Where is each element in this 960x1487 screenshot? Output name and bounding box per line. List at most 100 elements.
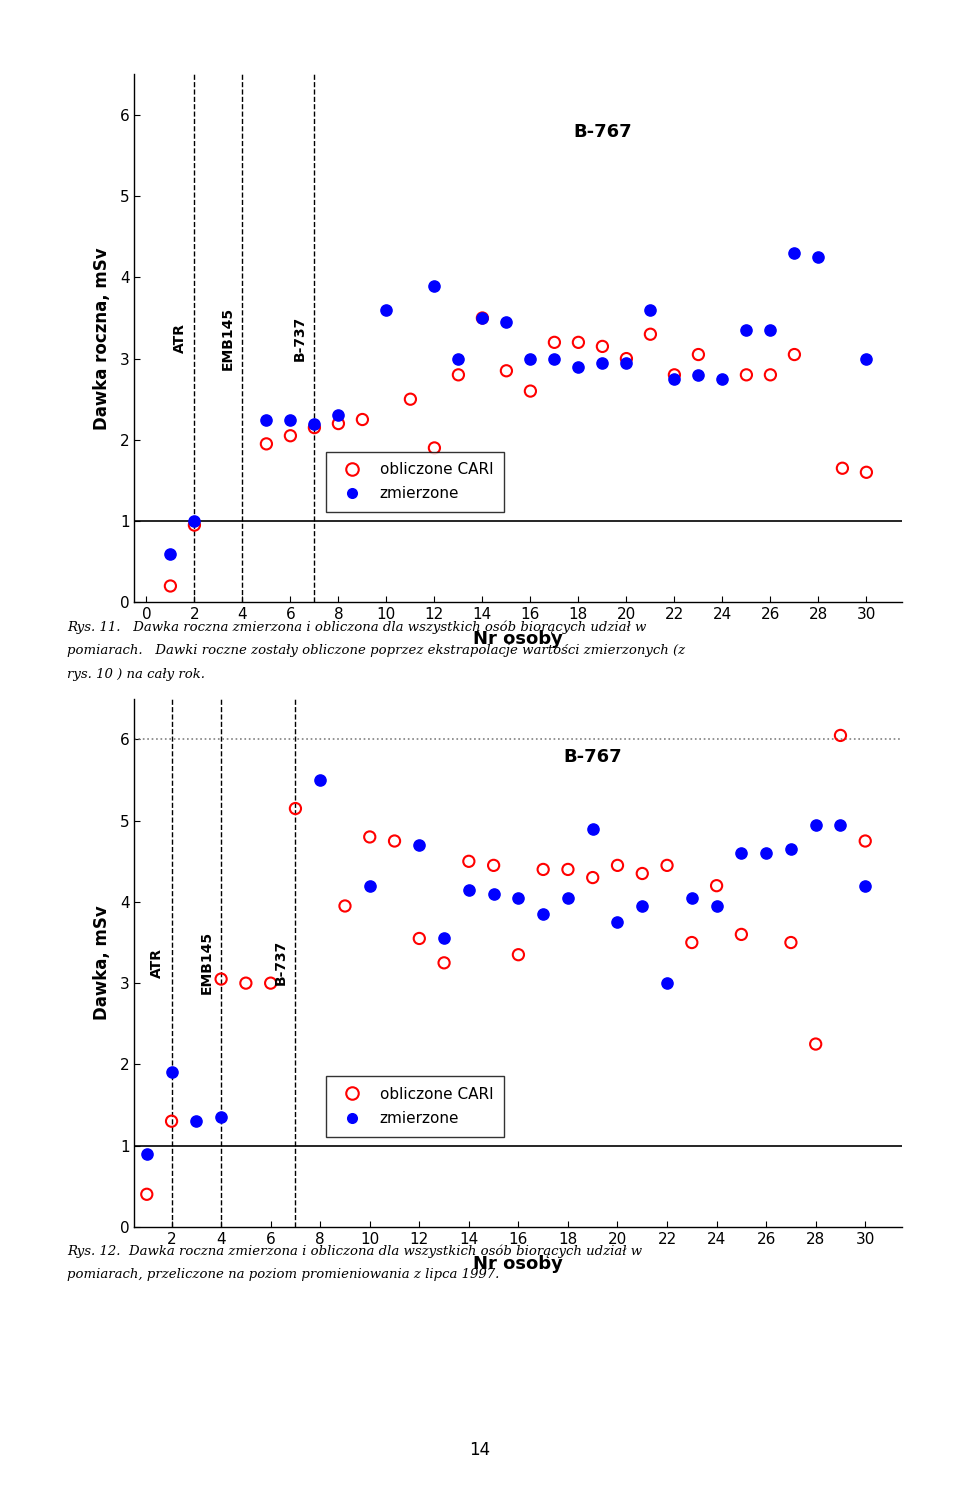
Point — [570, 355, 586, 379]
Point — [808, 813, 824, 837]
Point — [832, 813, 848, 837]
Point — [595, 351, 611, 375]
Point — [643, 297, 659, 321]
Point — [451, 346, 467, 370]
Point — [437, 952, 452, 975]
Point — [585, 816, 600, 840]
Point — [330, 412, 347, 436]
Point — [733, 922, 749, 946]
Point — [739, 318, 755, 342]
Text: 14: 14 — [469, 1441, 491, 1459]
Point — [635, 894, 650, 917]
Point — [307, 416, 323, 440]
Point — [763, 318, 779, 342]
Point — [660, 854, 675, 877]
Point — [283, 424, 299, 448]
Text: B-767: B-767 — [564, 748, 622, 766]
Point — [643, 323, 659, 346]
Point — [783, 931, 799, 955]
Point — [619, 351, 635, 375]
Point — [263, 971, 278, 995]
Point — [684, 931, 700, 955]
Point — [708, 894, 724, 917]
Point — [437, 926, 452, 950]
Point — [362, 874, 377, 898]
Point — [523, 379, 539, 403]
Point — [213, 967, 228, 990]
Point — [610, 854, 625, 877]
Text: ATR: ATR — [150, 947, 164, 978]
Point — [412, 833, 427, 857]
Point — [259, 431, 275, 455]
Point — [186, 513, 203, 537]
Point — [859, 346, 875, 370]
Point — [635, 861, 650, 885]
Point — [763, 363, 779, 387]
Point — [259, 407, 275, 431]
Point — [412, 926, 427, 950]
Text: B-737: B-737 — [293, 315, 307, 361]
Point — [427, 274, 443, 297]
Point — [186, 509, 203, 532]
Point — [387, 830, 402, 854]
Text: Rys. 11.   Dawka roczna zmierzona i obliczona dla wszystkich osób biorących udzi: Rys. 11. Dawka roczna zmierzona i oblicz… — [67, 620, 647, 633]
Point — [758, 842, 774, 865]
Point — [536, 903, 551, 926]
Point — [362, 825, 377, 849]
Point — [330, 403, 347, 427]
Point — [561, 858, 576, 882]
Point — [337, 894, 352, 917]
Point — [162, 541, 179, 565]
Point — [288, 797, 303, 821]
Point — [619, 346, 635, 370]
Point — [461, 877, 476, 901]
Text: B-737: B-737 — [274, 940, 288, 986]
Point — [714, 367, 731, 391]
Point — [832, 724, 848, 748]
X-axis label: Nr osoby: Nr osoby — [473, 630, 564, 648]
Point — [547, 346, 563, 370]
Text: Rys. 12.  Dawka roczna zmierzona i obliczona dla wszystkich osób biorących udzia: Rys. 12. Dawka roczna zmierzona i oblicz… — [67, 1245, 642, 1258]
Point — [313, 769, 328, 793]
Text: pomiarach.   Dawki roczne zostały obliczone poprzez ekstrapolacje wartości zmier: pomiarach. Dawki roczne zostały obliczon… — [67, 644, 685, 657]
Point — [667, 363, 683, 387]
Point — [739, 363, 755, 387]
Point — [667, 367, 683, 391]
Text: EMB145: EMB145 — [221, 306, 235, 370]
Point — [499, 358, 515, 382]
Point — [511, 886, 526, 910]
Point — [691, 342, 707, 366]
Point — [691, 363, 707, 387]
Point — [660, 971, 675, 995]
Point — [461, 849, 476, 873]
Point — [733, 842, 749, 865]
Point — [307, 412, 323, 436]
Point — [708, 874, 724, 898]
Point — [451, 363, 467, 387]
Point — [684, 886, 700, 910]
Point — [570, 330, 586, 354]
Point — [610, 910, 625, 934]
Point — [783, 837, 799, 861]
Point — [427, 436, 443, 459]
Point — [162, 574, 179, 598]
Point — [475, 306, 491, 330]
Text: pomiarach, przeliczone na poziom promieniowania z lipca 1997.: pomiarach, przeliczone na poziom promien… — [67, 1268, 499, 1282]
Point — [283, 407, 299, 431]
Point — [213, 1105, 228, 1129]
Point — [810, 245, 826, 269]
Text: rys. 10 ) na cały rok.: rys. 10 ) na cały rok. — [67, 668, 205, 681]
Text: EMB145: EMB145 — [200, 931, 214, 995]
Y-axis label: Dawka, mSv: Dawka, mSv — [93, 906, 111, 1020]
Legend: obliczone CARI, zmierzone: obliczone CARI, zmierzone — [326, 1077, 504, 1136]
Point — [164, 1109, 180, 1133]
Point — [787, 241, 803, 265]
Point — [787, 342, 803, 366]
Point — [523, 346, 539, 370]
Point — [378, 297, 395, 321]
Text: B-767: B-767 — [573, 123, 632, 141]
Point — [499, 311, 515, 335]
Point — [486, 854, 501, 877]
Text: ATR: ATR — [173, 323, 187, 354]
Point — [511, 943, 526, 967]
